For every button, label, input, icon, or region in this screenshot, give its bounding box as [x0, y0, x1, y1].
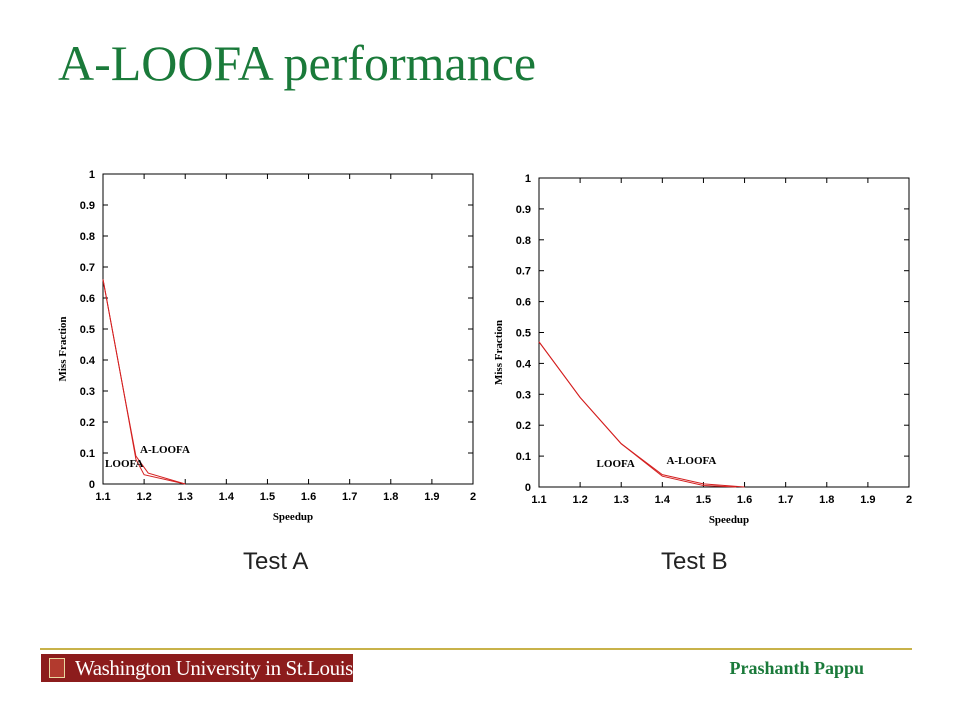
- y-tick-label: 0.1: [516, 451, 531, 463]
- series-annotation: LOOFA: [105, 458, 143, 470]
- x-tick-label: 1.8: [383, 491, 398, 503]
- x-axis-label: Speedup: [273, 511, 313, 523]
- x-tick-label: 1.7: [342, 491, 357, 503]
- x-tick-label: 1.2: [572, 494, 587, 506]
- x-tick-label: 1.9: [860, 494, 875, 506]
- series-line-a-loofa: [102, 279, 186, 485]
- y-tick-label: 0.4: [80, 355, 96, 367]
- y-axis-label: Miss Fraction: [493, 320, 505, 385]
- x-tick-label: 1.1: [531, 494, 546, 506]
- series-annotation: A-LOOFA: [140, 444, 190, 456]
- x-tick-label: 1.5: [696, 494, 711, 506]
- x-tick-label: 1.9: [424, 491, 439, 503]
- chart-b-svg: 1.1 1.2 1.3 1.4 1.5 1.6 1.7 1.8 1.9 2 0 0.1 0.2 0.3 0.…: [493, 173, 912, 526]
- x-tick-label: 1.3: [178, 491, 193, 503]
- university-name: Washington University in St.Louis: [75, 655, 353, 680]
- x-tick-label: 1.5: [260, 491, 275, 503]
- y-tick-label: 0.4: [516, 358, 532, 370]
- x-tick-label: 1.6: [737, 494, 752, 506]
- y-tick-label: 0.3: [516, 389, 531, 401]
- y-tick-label: 0: [89, 479, 95, 491]
- x-tick-label: 1.1: [95, 491, 110, 503]
- y-tick-label: 0.9: [516, 204, 531, 216]
- chart-test-a: 1.1 1.2 1.3 1.4 1.5 1.6 1.7 1.8 1.9 2 0 0.1 0.2 0.3 0.…: [56, 162, 486, 532]
- series-line-a-loofa: [538, 341, 737, 488]
- x-tick-label: 2: [906, 494, 912, 506]
- y-tick-label: 0.6: [516, 297, 531, 309]
- y-tick-label: 0.2: [516, 420, 531, 432]
- y-tick-label: 0: [525, 482, 531, 494]
- chart-a-caption: Test A: [243, 548, 309, 575]
- series-annotation: LOOFA: [597, 458, 635, 470]
- footer-divider: [40, 648, 912, 650]
- y-tick-label: 0.7: [80, 262, 95, 274]
- y-tick-label: 0.3: [80, 386, 95, 398]
- x-tick-label: 2: [470, 491, 476, 503]
- y-tick-label: 0.1: [80, 448, 95, 460]
- plot-frame: [538, 177, 910, 488]
- x-axis-label: Speedup: [709, 514, 749, 526]
- shield-icon: [49, 658, 65, 678]
- y-tick-label: 0.6: [80, 293, 95, 305]
- author-name: Prashanth Pappu: [729, 658, 864, 678]
- y-tick-label: 0.5: [516, 328, 531, 340]
- y-tick-label: 0.2: [80, 417, 95, 429]
- y-tick-label: 0.7: [516, 266, 531, 278]
- chart-a-svg: 1.1 1.2 1.3 1.4 1.5 1.6 1.7 1.8 1.9 2 0 0.1 0.2 0.3 0.…: [57, 169, 476, 523]
- slide-title: A-LOOFA performance: [58, 35, 537, 91]
- y-tick-label: 1: [525, 173, 531, 185]
- plot-frame: [102, 173, 474, 485]
- x-tick-label: 1.4: [219, 491, 235, 503]
- y-axis-label: Miss Fraction: [57, 316, 69, 381]
- y-tick-label: 0.8: [516, 235, 531, 247]
- y-tick-label: 1: [89, 169, 95, 181]
- university-logo: Washington University in St.Louis: [41, 654, 353, 682]
- x-tick-label: 1.8: [819, 494, 834, 506]
- y-tick-label: 0.5: [80, 324, 95, 336]
- chart-b-caption: Test B: [661, 548, 728, 575]
- x-tick-label: 1.3: [614, 494, 629, 506]
- y-tick-label: 0.8: [80, 231, 95, 243]
- chart-test-b: 1.1 1.2 1.3 1.4 1.5 1.6 1.7 1.8 1.9 2 0 0.1 0.2 0.3 0.…: [490, 162, 920, 532]
- series-annotation: A-LOOFA: [666, 455, 716, 467]
- x-tick-label: 1.6: [301, 491, 316, 503]
- y-tick-label: 0.9: [80, 200, 95, 212]
- x-tick-label: 1.4: [655, 494, 671, 506]
- x-tick-label: 1.7: [778, 494, 793, 506]
- x-tick-label: 1.2: [136, 491, 151, 503]
